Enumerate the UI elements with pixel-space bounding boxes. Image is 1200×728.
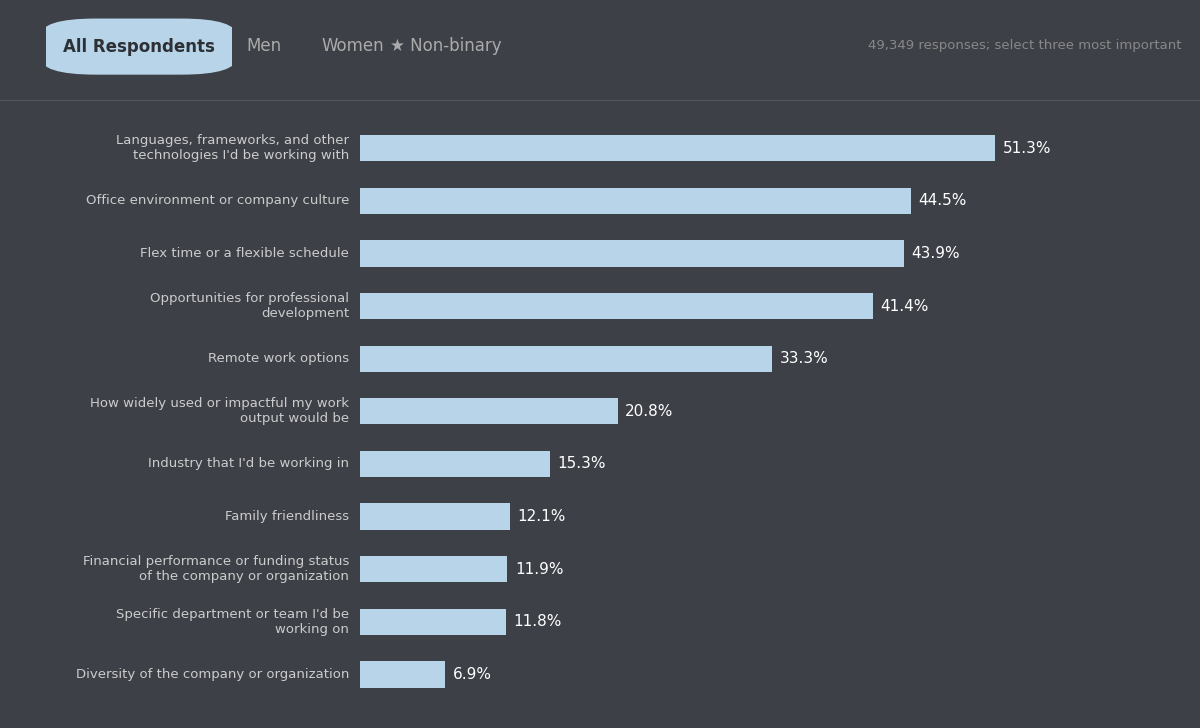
Text: 11.9%: 11.9% [515, 562, 563, 577]
Bar [360, 398, 618, 424]
Text: 6.9%: 6.9% [452, 667, 492, 682]
Text: 51.3%: 51.3% [1003, 141, 1051, 156]
Text: ★ Non-binary: ★ Non-binary [390, 37, 502, 55]
Bar [360, 188, 911, 214]
Bar [360, 556, 508, 582]
Bar [360, 346, 773, 372]
Bar [360, 504, 510, 530]
Text: 41.4%: 41.4% [881, 298, 929, 314]
Bar [360, 662, 445, 688]
Text: Men: Men [246, 37, 281, 55]
Text: All Respondents: All Respondents [62, 38, 215, 55]
Text: Women: Women [322, 37, 384, 55]
Text: 44.5%: 44.5% [919, 193, 967, 208]
Text: 49,349 responses; select three most important: 49,349 responses; select three most impo… [869, 39, 1182, 52]
Bar [360, 135, 996, 161]
Bar [360, 451, 550, 477]
Text: 11.8%: 11.8% [514, 614, 562, 630]
Bar [360, 240, 904, 266]
Text: 43.9%: 43.9% [911, 246, 960, 261]
Text: 15.3%: 15.3% [557, 456, 606, 472]
Text: 12.1%: 12.1% [517, 509, 565, 524]
FancyBboxPatch shape [40, 18, 238, 75]
Text: 33.3%: 33.3% [780, 351, 829, 366]
Bar [360, 293, 872, 319]
Bar [360, 609, 506, 635]
Text: 20.8%: 20.8% [625, 404, 673, 419]
